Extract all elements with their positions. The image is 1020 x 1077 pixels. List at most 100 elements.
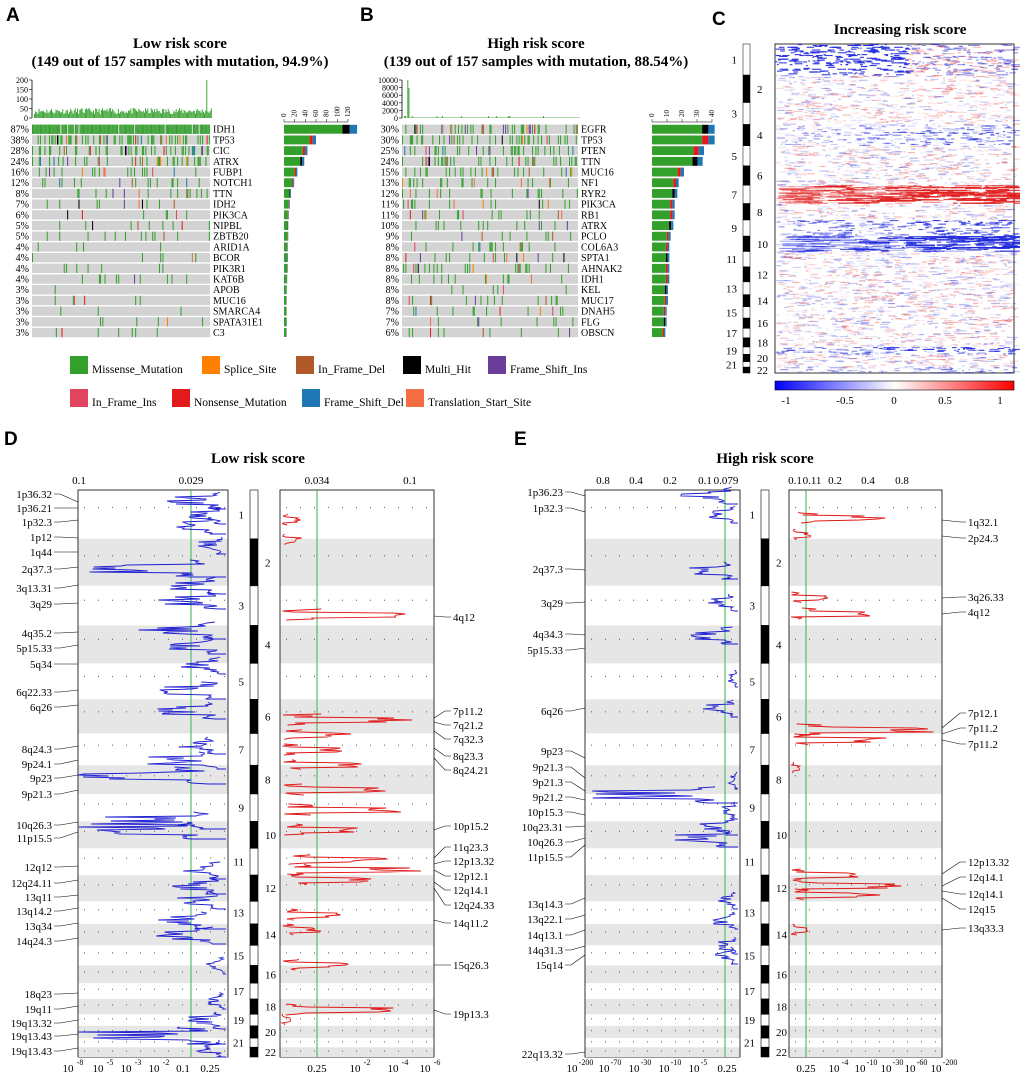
heatmap-cell bbox=[955, 198, 985, 201]
mutation-cell bbox=[414, 167, 416, 177]
heatmap-cell bbox=[849, 165, 853, 167]
heatmap-cell bbox=[880, 259, 889, 261]
heatmap-cell bbox=[829, 176, 838, 179]
heatmap-cell bbox=[944, 155, 954, 157]
mutation-cell bbox=[170, 124, 172, 134]
heatmap-cell bbox=[996, 89, 1001, 91]
mutation-cell bbox=[509, 135, 511, 145]
heatmap-cell bbox=[866, 220, 873, 223]
mutation-cell bbox=[509, 231, 511, 241]
mutation-cell bbox=[403, 199, 405, 209]
heatmap-cell bbox=[888, 153, 896, 156]
heatmap-cell bbox=[839, 107, 848, 109]
tmb-tick-label: 200 bbox=[16, 76, 28, 85]
heatmap-cell bbox=[883, 131, 890, 134]
heatmap-cell bbox=[945, 161, 950, 163]
tmb-bar bbox=[159, 112, 161, 118]
heatmap-cell bbox=[976, 245, 986, 247]
heatmap-cell bbox=[815, 247, 841, 249]
heatmap-cell bbox=[910, 132, 915, 134]
heatmap-cell bbox=[917, 221, 927, 223]
heatmap-cell bbox=[946, 59, 950, 61]
heatmap-cell bbox=[958, 236, 963, 238]
heatmap-cell bbox=[941, 259, 946, 261]
tmb-bar bbox=[471, 117, 473, 118]
mutation-cell bbox=[453, 156, 455, 166]
heatmap-cell bbox=[805, 100, 812, 102]
heatmap-cell bbox=[875, 197, 882, 199]
heatmap-cell bbox=[851, 166, 861, 168]
heatmap-cell bbox=[942, 77, 945, 79]
heatmap-cell bbox=[877, 90, 884, 92]
gene-count-bar bbox=[663, 306, 666, 316]
mutation-cell bbox=[546, 135, 548, 145]
heatmap-cell bbox=[979, 194, 989, 196]
heatmap-cell bbox=[885, 203, 894, 205]
heatmap-cell bbox=[826, 214, 835, 216]
heatmap-cell bbox=[886, 118, 894, 119]
heatmap-cell bbox=[956, 174, 959, 176]
heatmap-cell bbox=[797, 229, 806, 231]
heatmap-cell bbox=[892, 56, 899, 58]
mutation-cell bbox=[135, 146, 137, 156]
heatmap-cell bbox=[920, 70, 923, 72]
mutation-cell bbox=[519, 263, 521, 273]
heatmap-cell bbox=[900, 239, 927, 241]
gene-count-bar bbox=[671, 221, 674, 230]
mutation-cell bbox=[186, 124, 188, 134]
heatmap-cell bbox=[985, 186, 988, 188]
heatmap-cell bbox=[855, 76, 860, 78]
heatmap-cell bbox=[904, 169, 909, 171]
heatmap-cell bbox=[832, 163, 840, 164]
heatmap-cell bbox=[954, 261, 958, 263]
heatmap-cell bbox=[805, 115, 813, 117]
mutation-cell bbox=[132, 124, 134, 134]
heatmap-cell bbox=[896, 245, 905, 247]
heatmap-cell bbox=[914, 209, 917, 212]
heatmap-cell bbox=[846, 225, 855, 227]
heatmap-cell bbox=[966, 98, 969, 101]
heatmap-cell bbox=[907, 134, 911, 136]
heatmap-cell bbox=[816, 54, 823, 57]
heatmap-cell bbox=[985, 254, 991, 256]
heatmap-cell bbox=[881, 47, 891, 49]
mutation-cell bbox=[538, 220, 540, 231]
mutation-cell bbox=[472, 306, 474, 316]
tmb-bar bbox=[62, 109, 64, 118]
heatmap-cell bbox=[802, 209, 812, 211]
heatmap-cell bbox=[962, 72, 972, 74]
heatmap-cell bbox=[1009, 183, 1013, 185]
mutation-cell bbox=[453, 199, 455, 209]
heatmap-cell bbox=[899, 195, 902, 197]
tmb-bar bbox=[100, 110, 102, 118]
mutation-cell bbox=[521, 135, 523, 145]
heatmap-cell bbox=[848, 154, 855, 157]
heatmap-cell bbox=[845, 181, 847, 183]
tmb-bar bbox=[463, 117, 465, 118]
heatmap-cell bbox=[850, 251, 859, 253]
heatmap-cell bbox=[992, 147, 1002, 149]
heatmap-cell bbox=[977, 149, 981, 151]
heatmap-cell bbox=[790, 118, 797, 120]
mutation-cell bbox=[416, 135, 418, 145]
heatmap-cell bbox=[811, 82, 817, 84]
heatmap-cell bbox=[917, 196, 941, 198]
mutation-cell bbox=[84, 156, 86, 166]
heatmap-cell bbox=[883, 142, 891, 144]
heatmap-cell bbox=[979, 132, 987, 134]
heatmap-cell bbox=[930, 153, 938, 156]
mutation-cell bbox=[206, 146, 208, 156]
heatmap-cell bbox=[902, 197, 915, 199]
heatmap-cell bbox=[839, 49, 844, 51]
heatmap-cell bbox=[962, 171, 970, 173]
heatmap-cell bbox=[905, 213, 911, 214]
mutation-cell bbox=[37, 124, 39, 134]
tmb-bar bbox=[410, 117, 412, 118]
mutation-cell bbox=[416, 124, 418, 134]
heatmap-cell bbox=[946, 58, 951, 60]
heatmap-cell bbox=[806, 100, 816, 102]
heatmap-cell bbox=[915, 49, 923, 51]
heatmap-cell bbox=[798, 220, 801, 223]
chromosome-label: 16 bbox=[757, 318, 769, 330]
mutation-cell bbox=[451, 285, 453, 295]
